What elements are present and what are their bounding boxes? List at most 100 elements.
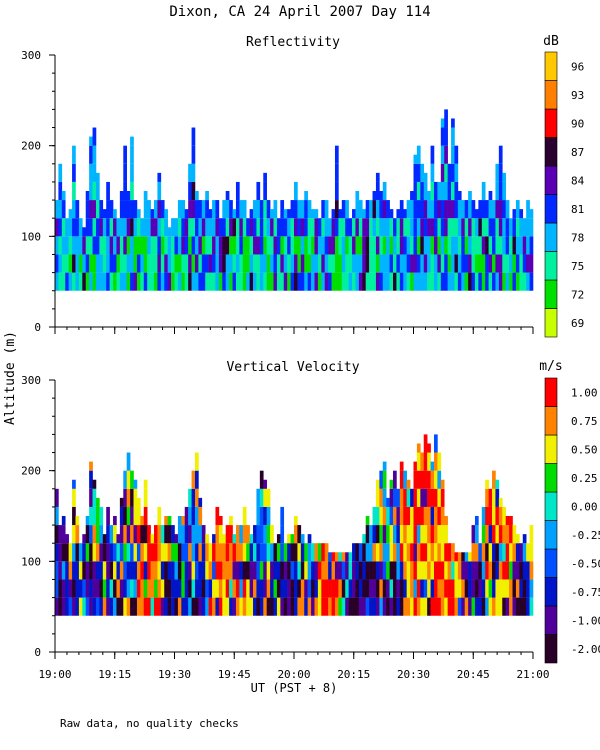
reflectivity-cell [526,200,530,219]
velocity-cell [440,579,445,598]
velocity-cell [85,516,90,526]
velocity-cell [167,597,172,616]
velocity-title: Vertical Velocity [226,360,359,375]
velocity-cell [160,525,165,544]
reflectivity-colorbar-label: 69 [571,317,584,330]
velocity-cell [246,579,250,598]
velocity-cell [126,506,131,526]
reflectivity-cell [68,209,73,219]
reflectivity-cell [249,254,254,273]
velocity-cell [113,525,117,544]
velocity-cell [263,488,267,507]
velocity-cell [164,597,168,616]
reflectivity-cell [133,272,138,291]
reflectivity-cell [382,200,387,219]
velocity-cell [488,561,493,580]
reflectivity-colorbar-swatch [544,308,558,338]
reflectivity-cell [379,236,384,255]
velocity-cell [393,561,397,580]
reflectivity-cell [212,254,216,273]
velocity-cell [143,488,148,507]
reflectivity-cell [430,181,435,201]
reflectivity-cell [276,218,281,237]
reflectivity-cell [270,236,274,255]
reflectivity-cell [324,272,329,291]
velocity-cell [280,579,285,598]
velocity-cell [194,470,199,489]
reflectivity-cell [423,200,428,219]
velocity-cell [263,579,267,598]
reflectivity-cell [461,254,466,273]
reflectivity-cell [109,236,114,255]
reflectivity-cell [154,236,158,255]
velocity-cell [201,543,206,562]
reflectivity-cell [338,218,343,237]
velocity-cell [249,561,254,580]
reflectivity-cell [454,181,459,201]
velocity-cell [82,534,87,544]
velocity-cell [283,597,288,616]
velocity-cell [140,543,145,562]
velocity-cell [157,597,162,616]
velocity-cell [89,488,93,507]
reflectivity-cell [451,145,455,164]
reflectivity-cell [235,236,240,255]
velocity-cell [177,597,182,616]
velocity-colorbar: -2.00-1.00-0.75-0.50-0.250.000.250.500.7… [544,377,600,664]
figure-title: Dixon, CA 24 April 2007 Day 114 [169,4,430,20]
velocity-cell [352,579,356,598]
velocity-cell [147,561,151,580]
reflectivity-cell [427,254,431,273]
reflectivity-cell [474,254,479,273]
velocity-cell [382,561,387,580]
reflectivity-cell [379,218,384,237]
velocity-cell [498,579,503,598]
reflectivity-cell [283,218,288,237]
velocity-colorbar-swatch [544,634,558,664]
reflectivity-cell [198,236,203,255]
velocity-cell [403,506,407,526]
reflectivity-cell [61,200,66,219]
velocity-cell [440,479,445,489]
velocity-cell [65,543,69,562]
velocity-cell [529,561,534,580]
velocity-cell [433,506,438,526]
reflectivity-cell [157,236,162,255]
velocity-cell [95,543,100,562]
velocity-cell [471,579,476,598]
reflectivity-cell [413,254,418,273]
reflectivity-cell [85,236,90,255]
velocity-cell [502,561,506,580]
reflectivity-cell [481,200,486,219]
velocity-cell [430,561,435,580]
velocity-cell [218,561,223,580]
velocity-cell [188,561,192,580]
reflectivity-cell [345,272,349,291]
reflectivity-cell [352,218,356,237]
velocity-cell [345,597,349,616]
reflectivity-cell [92,163,97,182]
reflectivity-cell [143,272,148,291]
velocity-cell [194,543,199,562]
reflectivity-cell [160,200,165,219]
reflectivity-cell [440,118,445,128]
velocity-cell [113,579,117,598]
velocity-cell [242,525,247,544]
velocity-cell [191,561,196,580]
reflectivity-cell [348,272,353,291]
reflectivity-cell [201,200,206,219]
reflectivity-cell [198,254,203,273]
reflectivity-cell [246,236,250,255]
reflectivity-cell [58,272,63,291]
velocity-cell [430,506,435,526]
reflectivity-cell [451,163,455,182]
reflectivity-cell [430,218,435,237]
velocity-cell [242,506,247,526]
reflectivity-cell [451,254,455,273]
reflectivity-cell [225,200,230,219]
reflectivity-cell [420,218,425,237]
velocity-cell [75,561,80,580]
velocity-cell [365,516,370,526]
reflectivity-cell [225,218,230,237]
reflectivity-cell [256,236,261,255]
